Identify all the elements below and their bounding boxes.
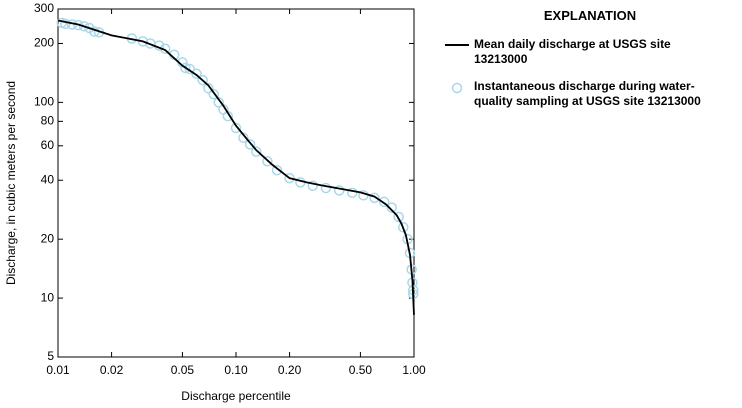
x-tick-label: 1.00 — [402, 363, 426, 377]
data-point — [213, 97, 225, 108]
data-point — [238, 132, 249, 143]
legend-label: Mean daily discharge at USGS site 132130… — [474, 37, 671, 66]
data-point — [208, 89, 220, 100]
legend-title: EXPLANATION — [543, 8, 637, 23]
plot-frame — [57, 8, 415, 358]
x-tick-label: 0.50 — [349, 363, 373, 377]
data-point — [191, 68, 202, 80]
legend: EXPLANATION Mean daily discharge at USGS… — [440, 8, 740, 121]
legend-swatch — [445, 44, 469, 46]
data-point — [333, 185, 345, 196]
y-tick-label: 300 — [34, 1, 54, 15]
x-tick-label: 0.10 — [224, 363, 248, 377]
data-point — [393, 211, 404, 223]
y-tick-label: 200 — [34, 36, 54, 50]
data-point — [180, 62, 191, 74]
x-tick-label: 0.02 — [100, 363, 124, 377]
y-axis-title: Discharge, in cubic meters per second — [4, 81, 18, 285]
data-point — [397, 222, 409, 233]
data-point — [203, 83, 214, 94]
legend-entry: Instantaneous discharge during water-qua… — [440, 79, 740, 109]
y-tick-label: 40 — [41, 172, 55, 186]
data-point — [60, 18, 71, 30]
data-point — [197, 74, 208, 86]
x-tick-label: 0.20 — [278, 363, 302, 377]
data-point — [262, 156, 273, 167]
data-point — [369, 192, 380, 204]
y-tick-label: 20 — [41, 231, 55, 245]
data-point — [386, 202, 398, 213]
data-point — [271, 164, 283, 176]
y-tick-label: 10 — [41, 290, 55, 304]
data-point — [378, 196, 390, 208]
data-point — [230, 122, 242, 134]
y-tick-label: 5 — [47, 349, 54, 363]
legend-label: Instantaneous discharge during water-qua… — [474, 79, 701, 108]
y-tick-label: 80 — [41, 114, 55, 128]
data-point — [244, 139, 256, 150]
x-axis-title: Discharge percentile — [181, 389, 291, 403]
x-tick-label: 0.05 — [171, 363, 195, 377]
legend-entry: Mean daily discharge at USGS site 132130… — [440, 37, 740, 67]
data-line — [57, 19, 415, 315]
data-point — [307, 180, 319, 191]
data-point — [78, 20, 90, 32]
y-tick-label: 100 — [34, 95, 54, 109]
legend-marker — [451, 82, 463, 94]
x-tick-label: 0.01 — [46, 363, 70, 377]
data-point — [320, 182, 332, 194]
data-point — [284, 172, 295, 184]
data-point — [251, 146, 262, 157]
data-point — [347, 187, 358, 199]
y-tick-label: 60 — [41, 138, 55, 152]
legend-swatch — [451, 82, 463, 94]
